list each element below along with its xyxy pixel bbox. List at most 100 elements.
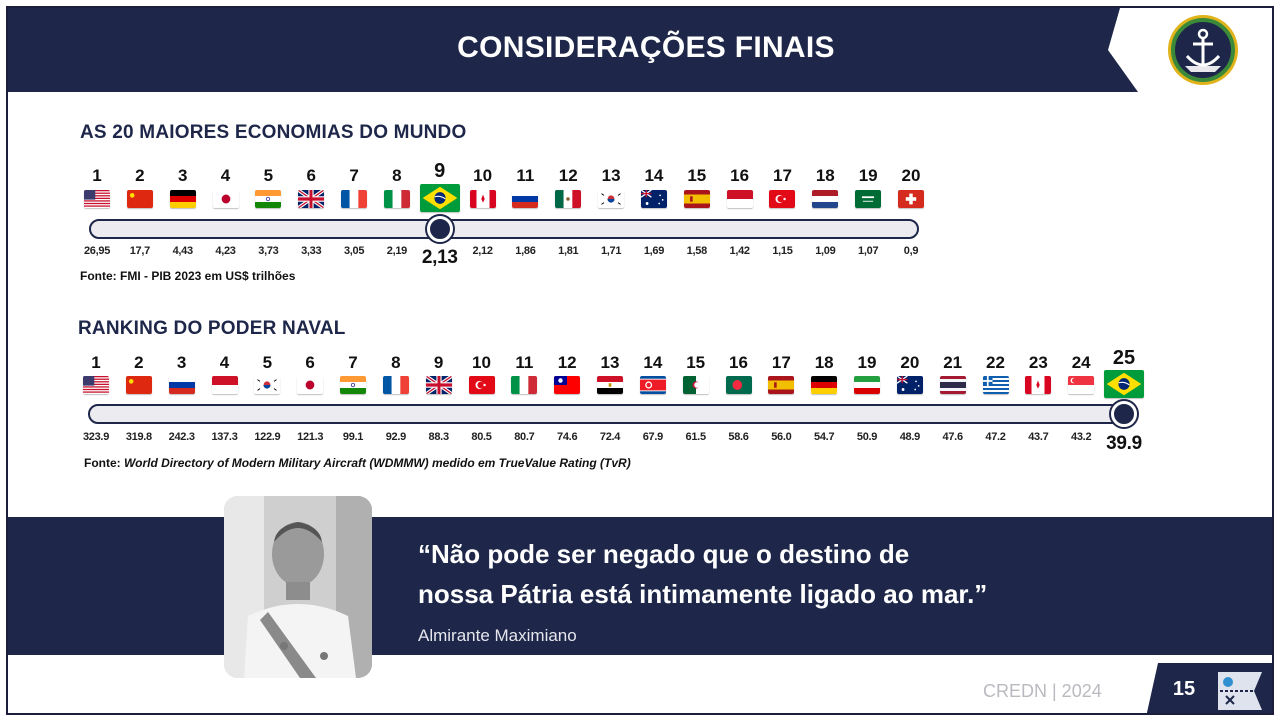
economies-title: AS 20 MAIORES ECONOMIAS DO MUNDO	[80, 122, 467, 143]
es-flag-icon	[683, 190, 710, 208]
es-flag-icon	[768, 376, 795, 394]
rank-number: 9	[433, 353, 444, 372]
rank-value: 3,73	[258, 245, 279, 257]
id-flag-icon	[211, 376, 238, 394]
tr-flag-icon	[468, 376, 495, 394]
rank-number: 2	[134, 353, 144, 372]
rank-value: 67.9	[642, 431, 664, 443]
rank-value: 88.3	[428, 431, 450, 443]
ch-flag-icon	[898, 190, 924, 208]
position-marker	[1111, 401, 1137, 427]
rank-number: 15	[686, 353, 706, 372]
rank-value: 1,09	[815, 245, 836, 257]
rank-value: 61.5	[685, 431, 707, 443]
kr-flag-icon	[254, 376, 281, 394]
rank-number: 23	[1028, 353, 1048, 372]
rank-number: 4	[219, 353, 230, 372]
rank-number: 14	[643, 353, 663, 372]
mx-flag-icon	[555, 190, 582, 208]
it-flag-icon	[511, 376, 538, 394]
rank-number: 16	[729, 353, 748, 372]
rank-value: 122.9	[254, 431, 281, 443]
position-marker	[426, 216, 453, 242]
rank-number: 20	[901, 166, 921, 185]
quote-author: Almirante Maximiano	[418, 626, 577, 645]
rank-value: 1,86	[515, 245, 536, 257]
gr-flag-icon	[982, 376, 1009, 394]
tw-flag-icon	[554, 376, 581, 394]
rank-value: 3,05	[343, 245, 365, 257]
de-flag-icon	[811, 376, 838, 394]
rank-value: 43.7	[1028, 431, 1049, 443]
quote-band	[8, 517, 1272, 655]
compass-flag-icon	[1216, 670, 1264, 712]
rank-number: 5	[263, 166, 274, 185]
rank-number: 12	[557, 353, 577, 372]
rank-value: 323.9	[82, 431, 110, 443]
fr-flag-icon	[382, 376, 409, 394]
quote-line-1: “Não pode ser negado que o destino de	[418, 539, 910, 569]
th-flag-icon	[939, 376, 966, 394]
anchor-icon	[1185, 28, 1221, 72]
rank-value: 4,23	[215, 245, 236, 257]
rank-number: 24	[1071, 353, 1091, 372]
rank-value: 2,12	[472, 245, 493, 257]
jp-flag-icon	[212, 190, 239, 208]
rank-number: 9	[434, 160, 446, 182]
ru-flag-icon	[512, 190, 539, 208]
rank-value: 137.3	[211, 431, 238, 443]
rank-value: 43.2	[1071, 431, 1092, 443]
rank-number: 3	[177, 166, 188, 185]
naval-row-track	[88, 404, 1132, 424]
quote-line-2: nossa Pátria está intimamente ligado ao …	[418, 579, 988, 609]
rank-number: 22	[986, 353, 1005, 372]
gb-flag-icon	[298, 190, 325, 208]
rank-value: 48.9	[899, 431, 921, 443]
rank-value: 39.9	[1106, 433, 1142, 454]
jp-flag-icon	[297, 376, 324, 394]
rank-number: 3	[176, 353, 187, 372]
cn-flag-icon	[125, 376, 152, 394]
fr-flag-icon	[341, 190, 368, 208]
rank-number: 18	[814, 353, 834, 372]
rank-value: 74.6	[557, 431, 578, 443]
de-flag-icon	[169, 190, 196, 208]
rank-value: 4,43	[172, 245, 194, 257]
rank-value: 47.2	[985, 431, 1006, 443]
sa-flag-icon	[855, 190, 882, 208]
admiral-portrait	[224, 496, 372, 678]
ca-flag-icon	[1025, 376, 1052, 394]
rank-value: 0,9	[903, 245, 919, 257]
rank-number: 2	[135, 166, 145, 185]
rank-value: 1,69	[643, 245, 665, 257]
ir-flag-icon	[854, 376, 880, 394]
rank-value: 1,15	[772, 245, 793, 257]
rank-number: 21	[943, 353, 963, 372]
rank-number: 16	[730, 166, 750, 185]
in-flag-icon	[255, 190, 282, 208]
rank-number: 19	[857, 353, 877, 372]
rank-number: 4	[220, 166, 231, 185]
rank-value: 319.8	[125, 431, 152, 443]
nl-flag-icon	[812, 190, 839, 208]
rank-number: 8	[392, 166, 402, 185]
dz-flag-icon	[682, 376, 709, 394]
header-bar	[8, 8, 1138, 92]
kp-flag-icon	[639, 376, 666, 394]
id-flag-icon	[726, 190, 753, 208]
page-number: 15	[1172, 678, 1196, 700]
rank-value: 1,58	[686, 245, 708, 257]
rank-number: 10	[473, 166, 493, 185]
rank-number: 7	[349, 166, 359, 185]
us-flag-icon	[84, 190, 110, 208]
rank-number: 6	[306, 166, 316, 185]
rank-value: 121.3	[297, 431, 324, 443]
rank-number: 1	[92, 166, 102, 185]
rank-value: 92.9	[385, 431, 407, 443]
rank-value: 2,19	[386, 245, 408, 257]
rank-value: 56.0	[771, 431, 792, 443]
tr-flag-icon	[769, 190, 796, 208]
rank-value: 99.1	[342, 431, 364, 443]
rank-value: 80.5	[471, 431, 492, 443]
au-flag-icon	[896, 376, 923, 394]
